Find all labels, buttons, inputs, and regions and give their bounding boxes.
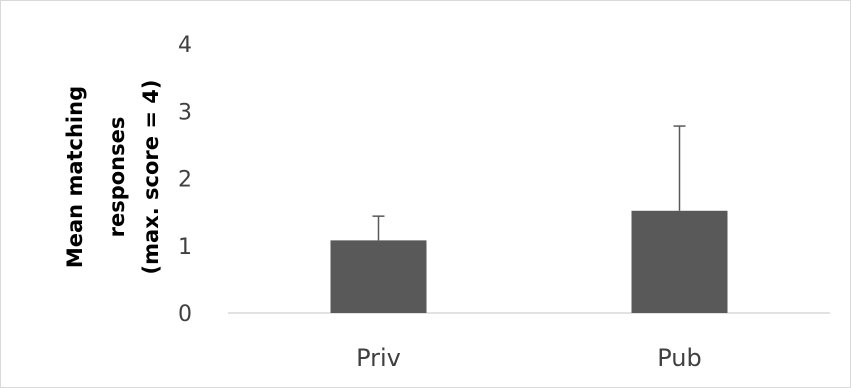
y-tick-label: 0 [178, 302, 192, 327]
x-axis-categories: Priv Pub [356, 344, 702, 372]
y-axis-label-line-2: responses [105, 117, 129, 238]
x-category-label-pub: Pub [657, 344, 702, 372]
bar-pub [631, 210, 728, 313]
y-axis-ticks: 0 1 2 3 4 [178, 33, 192, 327]
y-tick-label: 2 [178, 168, 192, 193]
y-tick-label: 4 [178, 33, 192, 58]
bar-priv [330, 240, 427, 313]
y-tick-label: 3 [178, 100, 192, 125]
y-axis-label: Mean matching responses (max. score = 4) [63, 80, 163, 275]
y-axis-label-line-3: (max. score = 4) [139, 80, 163, 275]
y-axis-label-line-1: Mean matching [63, 86, 87, 268]
bars [330, 210, 728, 313]
x-category-label-priv: Priv [356, 344, 401, 372]
y-tick-label: 1 [178, 235, 192, 260]
error-bars [372, 125, 686, 241]
